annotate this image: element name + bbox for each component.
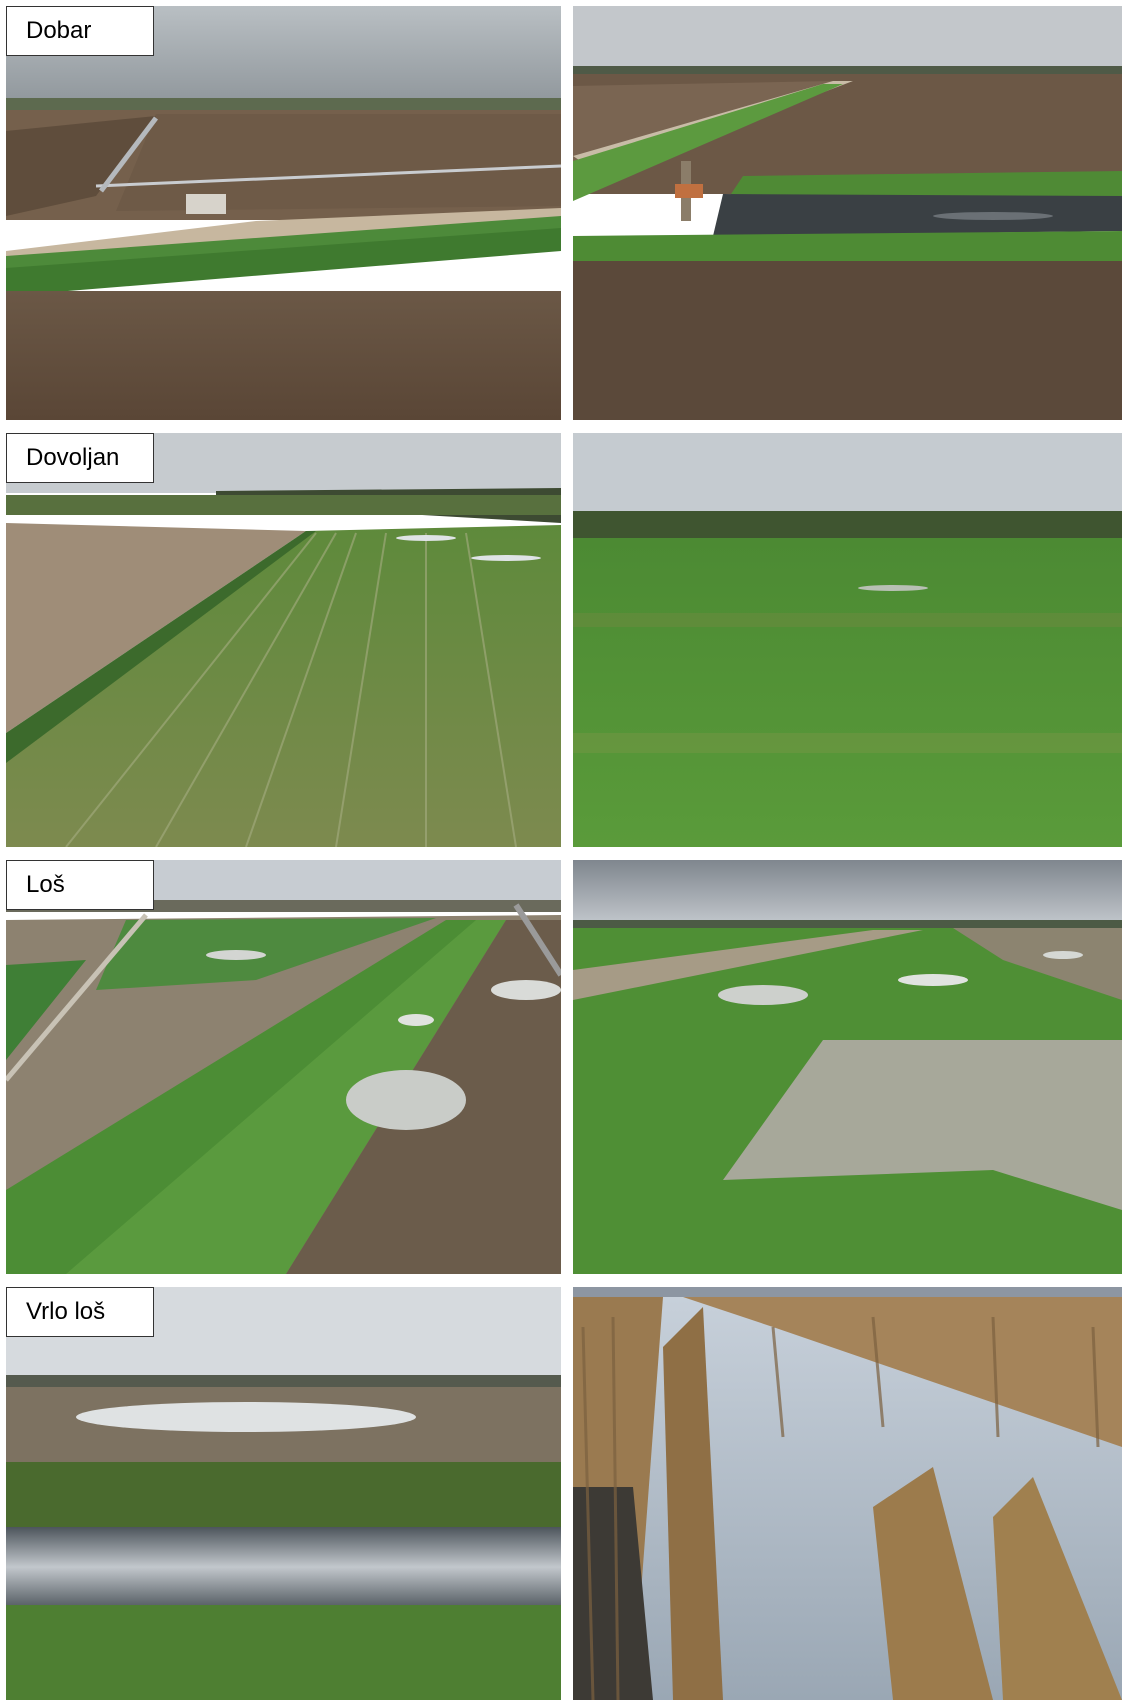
flooded-field-and-canal-photo (6, 1287, 561, 1700)
rating-label-sufficient: Dovoljan (6, 433, 154, 483)
photo-sufficient-field (573, 433, 1122, 847)
field-with-drainage-canal-and-pump-photo (573, 6, 1122, 420)
flooded-corn-field-photo (573, 1287, 1122, 1700)
field-with-standing-water-photo (573, 860, 1122, 1274)
rating-label-very-poor: Vrlo loš (6, 1287, 154, 1337)
rating-label-poor: Loš (6, 860, 154, 910)
photo-good-canal (573, 6, 1122, 420)
photo-sufficient-aerial: Dovoljan (6, 433, 561, 847)
green-crop-field-aerial-photo (6, 433, 561, 847)
photo-very-poor-corn (573, 1287, 1122, 1700)
photo-good-irrigation: Dobar (6, 6, 561, 420)
photo-poor-field (573, 860, 1122, 1274)
photo-poor-aerial: Loš (6, 860, 561, 1274)
field-with-puddles-aerial-photo (6, 860, 561, 1274)
green-crop-field-with-forest-photo (573, 433, 1122, 847)
photo-very-poor-canal: Vrlo loš (6, 1287, 561, 1700)
field-with-irrigation-pivot-photo (6, 6, 561, 420)
rating-label-good: Dobar (6, 6, 154, 56)
